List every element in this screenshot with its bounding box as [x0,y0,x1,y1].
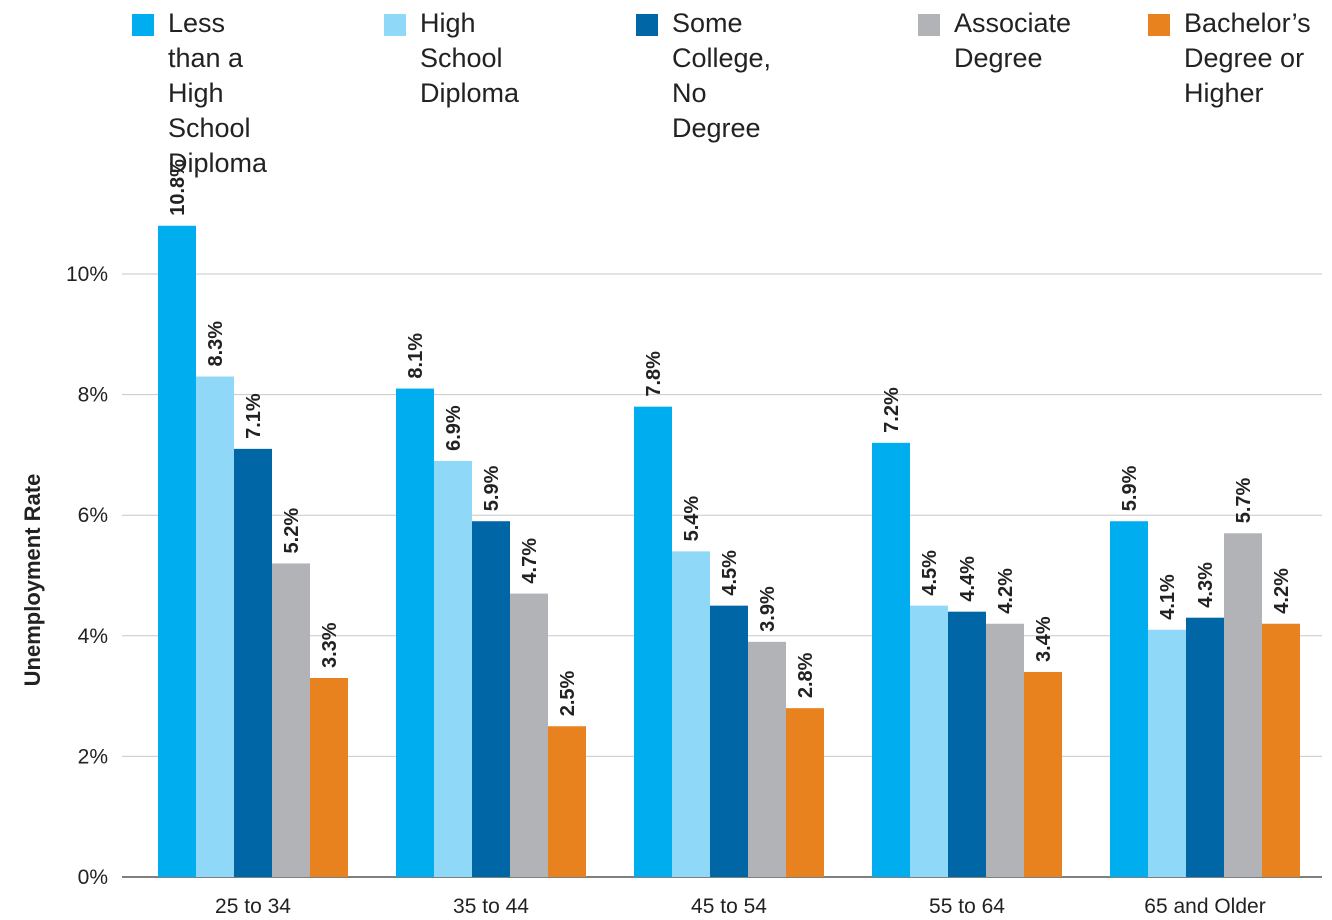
bar [1262,623,1300,877]
bar [1110,521,1148,877]
bar [710,605,748,877]
bar [472,521,510,877]
data-label: 4.2% [995,568,1017,614]
legend-label: Some College, No Degree [672,8,772,143]
data-label: 5.9% [481,465,503,511]
bar [434,460,472,877]
data-label: 4.1% [1157,574,1179,620]
x-tick-label: 35 to 44 [453,895,529,918]
data-label: 5.7% [1233,477,1255,523]
bar [948,611,986,877]
data-labels: 10.8% 8.3% 7.1% 5.2% 3.3% 8.1% 6.9% 5.9% 4.7% 2.5… [167,159,1293,716]
bars [158,225,1300,877]
y-axis-ticks: 0% 2% 4% 6% 8% 10% [66,263,108,889]
legend-label: Less than a High School Diploma [168,8,268,178]
bar [1186,617,1224,877]
x-axis-ticks: 25 to 34 35 to 44 45 to 54 55 to 64 65 and O… [215,895,1266,918]
bar [272,563,310,877]
data-label: 6.9% [443,405,465,451]
bar [310,678,348,877]
bar [1024,671,1062,877]
y-tick-label: 6% [78,504,108,527]
bar [786,708,824,877]
x-tick-label: 65 and Older [1144,895,1265,918]
data-label: 8.3% [205,321,227,367]
data-label: 3.3% [319,622,341,668]
data-label: 2.8% [795,652,817,698]
bar [510,593,548,877]
data-label: 5.4% [681,496,703,542]
legend-swatch [918,14,940,36]
y-tick-label: 2% [78,745,108,768]
bar [1148,629,1186,877]
legend-label: Bachelor’s Degree or Higher [1184,8,1311,108]
bar [672,551,710,877]
bar [872,442,910,877]
data-label: 4.4% [957,556,979,602]
bar [396,388,434,877]
x-tick-label: 45 to 54 [691,895,767,918]
legend-swatch [132,14,154,36]
x-tick-label: 55 to 64 [929,895,1005,918]
data-label: 4.7% [519,538,541,584]
x-tick-label: 25 to 34 [215,895,291,918]
data-label: 5.2% [281,508,303,554]
bar [634,406,672,877]
data-label: 4.3% [1195,562,1217,608]
data-label: 8.1% [405,333,427,379]
bar [986,623,1024,877]
bar [910,605,948,877]
legend: Less than a High School Diploma High Sch… [0,6,1332,178]
bar [196,376,234,877]
legend-swatch [384,14,406,36]
y-tick-label: 0% [78,866,108,889]
bar [158,225,196,877]
bar [548,726,586,877]
y-tick-label: 8% [78,384,108,407]
data-label: 3.9% [757,586,779,632]
bar [748,641,786,877]
y-axis-label: Unemployment Rate [20,474,45,687]
data-label: 2.5% [557,670,579,716]
legend-swatch [1148,14,1170,36]
legend-label: Associate Degree [954,8,1072,73]
legend-swatch [636,14,658,36]
data-label: 7.2% [881,387,903,433]
bar [234,448,272,877]
data-label: 3.4% [1033,616,1055,662]
data-label: 7.8% [643,351,665,397]
data-label: 10.8% [167,159,189,216]
bar [1224,533,1262,877]
data-label: 5.9% [1119,465,1141,511]
data-label: 4.5% [719,550,741,596]
data-label: 4.2% [1271,568,1293,614]
data-label: 7.1% [243,393,265,439]
y-tick-label: 4% [78,625,108,648]
y-tick-label: 10% [66,263,108,286]
data-label: 4.5% [919,550,941,596]
legend-label: High School Diploma [420,8,520,108]
